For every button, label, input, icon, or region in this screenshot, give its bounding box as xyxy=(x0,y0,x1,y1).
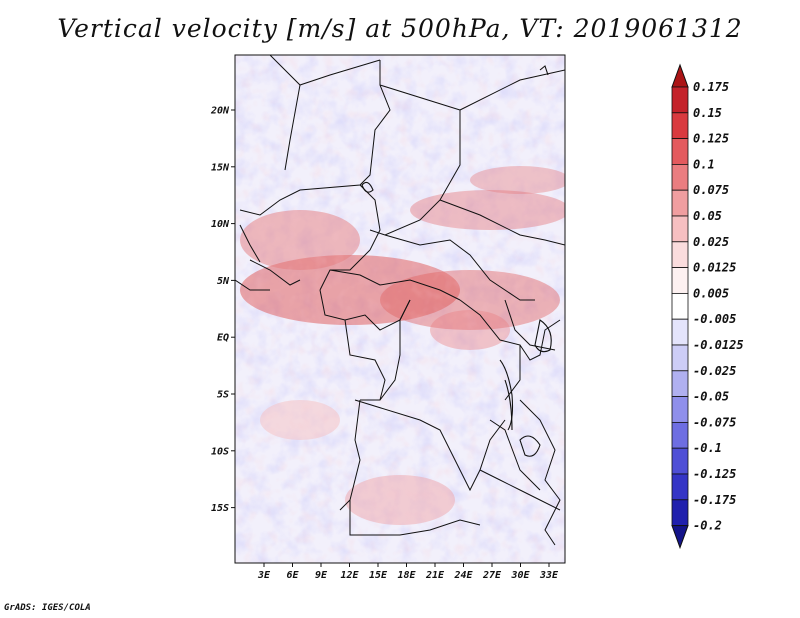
lat-label: 15N xyxy=(211,162,230,173)
colorbar-label: -0.025 xyxy=(693,364,736,378)
lon-label: 6E xyxy=(286,570,299,581)
colorbar-swatch xyxy=(671,267,689,294)
colorbar-label: -0.05 xyxy=(693,390,729,404)
lon-label: 12E xyxy=(340,570,359,581)
longitude-axis: 3E 6E 9E 12E 15E 18E 21E 24E 27E 30E 33E xyxy=(257,563,559,581)
colorbar-label: 0.075 xyxy=(693,183,729,197)
lon-label: 18E xyxy=(397,570,416,581)
colorbar-label: 0.15 xyxy=(693,106,722,120)
colorbar-label: -0.075 xyxy=(693,415,736,429)
map-frame xyxy=(234,54,566,564)
colorbar-label: 0.005 xyxy=(693,286,729,300)
colorbar-label: -0.175 xyxy=(693,493,736,507)
colorbar-swatch xyxy=(671,370,689,397)
colorbar-label: 0.175 xyxy=(693,80,729,94)
latitude-axis: 20N 15N 10N 5N EQ 5S 10S 15S xyxy=(210,106,235,514)
colorbar-swatch xyxy=(671,189,689,217)
colorbar-swatch xyxy=(671,421,689,449)
country-borders xyxy=(235,55,565,546)
lon-label: 27E xyxy=(482,570,502,581)
colorbar-swatch xyxy=(671,396,689,423)
map-title: Vertical velocity [m/s] at 500hPa, VT: 2… xyxy=(57,14,743,43)
colorbar-label: -0.125 xyxy=(693,467,736,481)
colorbar-label: 0.05 xyxy=(693,209,722,223)
colorbar-label: -0.005 xyxy=(693,312,736,326)
lon-label: 21E xyxy=(425,570,445,581)
colorbar-min-arrow xyxy=(671,525,689,550)
colorbar-label: 0.1 xyxy=(693,157,715,171)
colorbar-swatch xyxy=(671,318,689,346)
colorbar-label: -0.1 xyxy=(693,441,722,455)
colorbar-label: 0.025 xyxy=(693,235,729,249)
colorbar-swatch xyxy=(671,215,689,243)
lon-label: 3E xyxy=(257,570,271,581)
vertical-velocity-field xyxy=(235,55,565,563)
lat-label: 10N xyxy=(211,219,230,230)
colorbar-swatch xyxy=(671,112,689,140)
colorbar: 0.175 0.15 0.125 0.1 0.075 0.05 0.025 0.0125 0.0… xyxy=(671,63,744,550)
colorbar-swatch xyxy=(671,86,689,114)
lat-label: 15S xyxy=(211,503,229,514)
lon-label: 33E xyxy=(539,570,559,581)
colorbar-label: -0.0125 xyxy=(693,338,744,352)
colorbar-label: -0.2 xyxy=(693,519,722,533)
colorbar-swatch xyxy=(671,344,689,372)
colorbar-label: 0.125 xyxy=(693,132,729,146)
lon-label: 15E xyxy=(369,570,388,581)
colorbar-swatch xyxy=(671,447,689,475)
colorbar-swatch xyxy=(671,292,689,320)
lat-label: 20N xyxy=(210,106,230,117)
colorbar-swatch xyxy=(671,473,689,501)
grads-credit: GrADS: IGES/COLA xyxy=(4,603,91,613)
colorbar-swatch xyxy=(671,499,689,526)
colorbar-swatch xyxy=(671,138,689,165)
colorbar-max-arrow xyxy=(671,63,689,88)
colorbar-label: 0.0125 xyxy=(693,261,736,275)
colorbar-swatch xyxy=(671,241,689,269)
lat-label: 5N xyxy=(217,276,230,287)
lon-label: 30E xyxy=(510,570,530,581)
lon-label: 24E xyxy=(453,570,473,581)
lat-label: 10S xyxy=(211,446,229,457)
lat-label: EQ xyxy=(217,333,229,344)
lon-label: 9E xyxy=(315,570,328,581)
colorbar-swatch xyxy=(671,163,689,191)
lat-label: 5S xyxy=(217,390,229,401)
